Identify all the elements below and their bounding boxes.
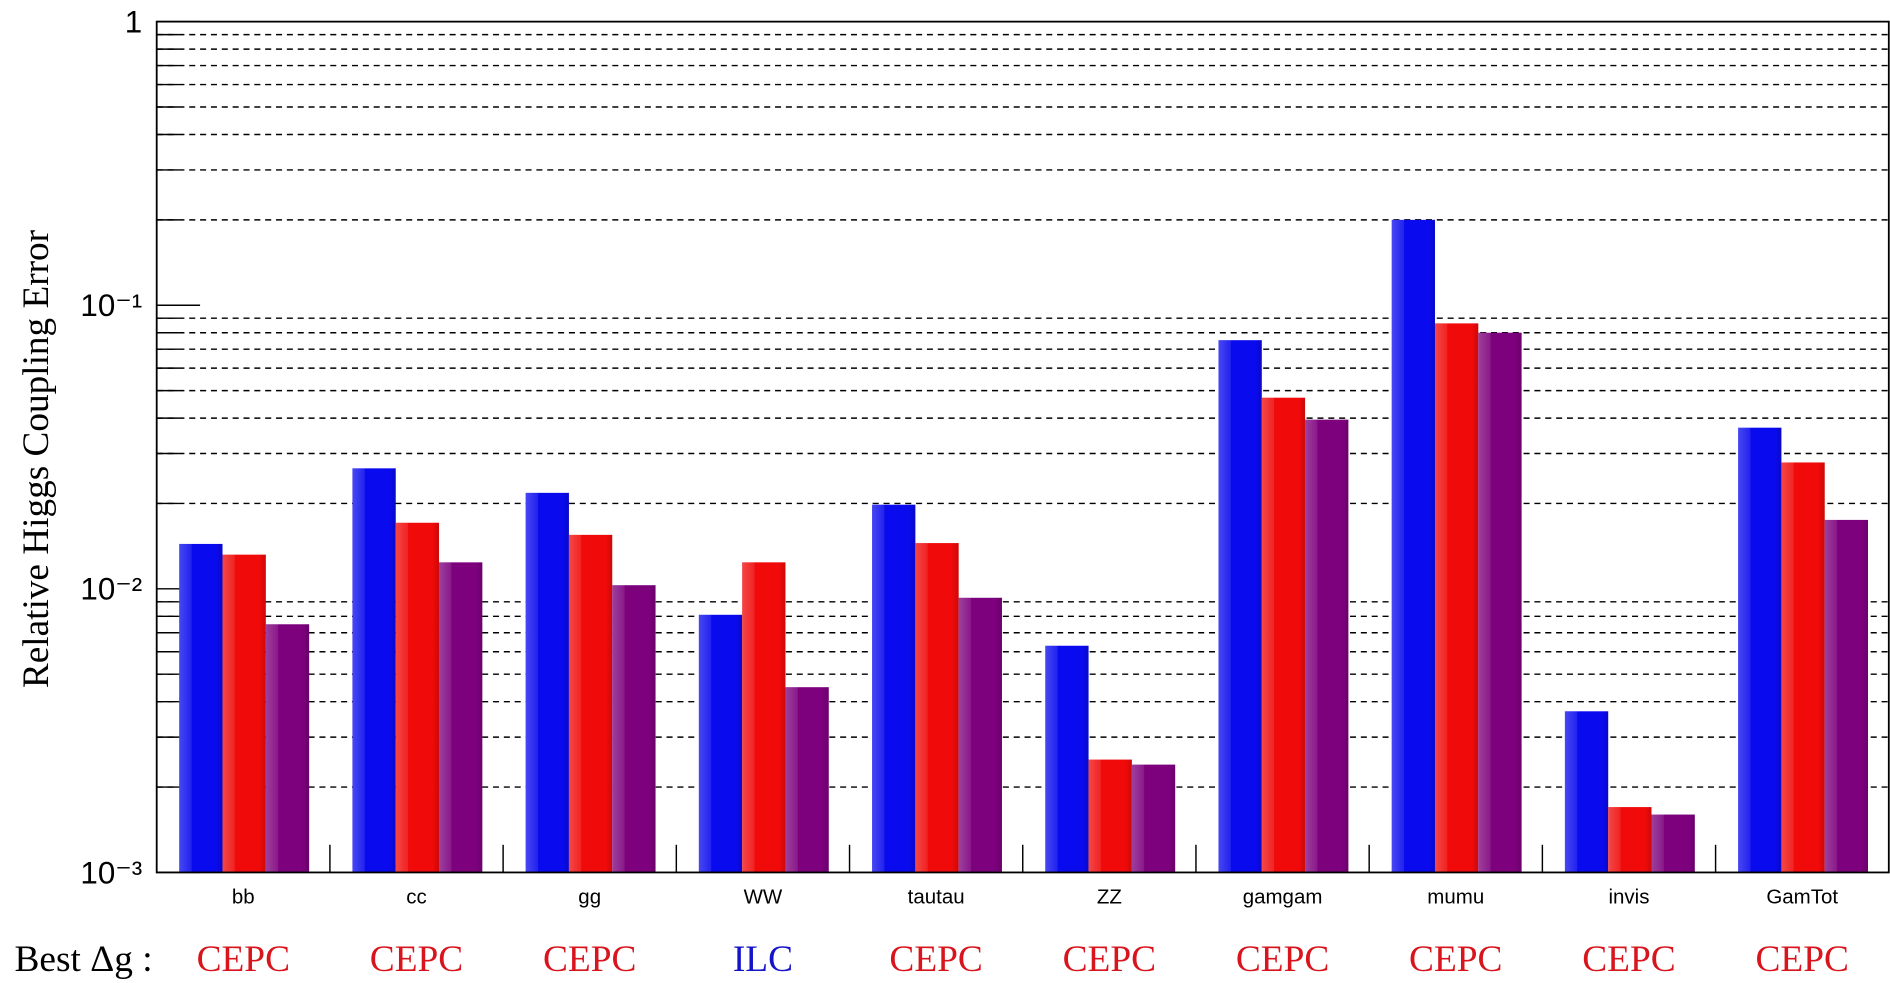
bar-shade (1261, 397, 1306, 873)
bar-shade (222, 554, 266, 873)
best-experiment: CEPC (543, 939, 636, 980)
bar-shade (698, 614, 743, 873)
bar-shade (1131, 764, 1176, 873)
bar-shade (1478, 332, 1522, 873)
best-experiment: CEPC (1755, 939, 1848, 980)
bar-shade (1218, 340, 1262, 873)
x-tick-label: cc (406, 886, 426, 909)
bar-shade (265, 624, 310, 873)
y-tick-label: 10⁻³ (80, 855, 142, 890)
bar-shade (958, 597, 1002, 873)
bar-shade (1088, 759, 1132, 873)
y-tick-label: 1 (125, 4, 142, 39)
x-tick-label: bb (232, 886, 255, 909)
bar-shade (785, 687, 829, 873)
bar-shade (439, 562, 483, 873)
best-experiment: CEPC (1409, 939, 1502, 980)
bar-shade (179, 543, 223, 873)
best-experiment: CEPC (889, 939, 982, 980)
best-experiment: CEPC (1582, 939, 1675, 980)
x-tick-label: gg (578, 886, 601, 909)
bar-shade (742, 562, 786, 873)
x-tick-label: tautau (908, 886, 965, 909)
bar-shade (612, 585, 656, 873)
bar-shade (1305, 419, 1349, 873)
bar-shade (1608, 807, 1652, 873)
x-tick-label: mumu (1427, 886, 1484, 909)
bar-shade (872, 504, 916, 873)
x-tick-label: invis (1608, 886, 1649, 909)
bar-shade (568, 534, 613, 873)
bar-shade (352, 468, 396, 873)
bar-shade (1045, 645, 1089, 873)
bar-shade (1781, 462, 1825, 873)
bar-shade (1824, 519, 1869, 873)
best-experiment: CEPC (197, 939, 290, 980)
best-experiment: CEPC (370, 939, 463, 980)
x-tick-label: ZZ (1097, 886, 1122, 909)
bar-shade (1564, 711, 1609, 873)
bar-shade (1391, 219, 1435, 873)
y-tick-label: 10⁻¹ (80, 288, 142, 323)
best-experiment: CEPC (1236, 939, 1329, 980)
best-experiment: CEPC (1063, 939, 1156, 980)
best-experiment: ILC (733, 939, 793, 980)
x-tick-label: gamgam (1243, 886, 1323, 909)
bar-shade (1738, 427, 1782, 873)
bar-shade (915, 543, 959, 873)
x-tick-label: GamTot (1766, 886, 1838, 909)
y-axis-title: Relative Higgs Coupling Error (16, 229, 57, 688)
x-tick-label: WW (744, 886, 783, 909)
bar-shade (395, 522, 440, 873)
plot-frame (155, 20, 1890, 874)
bar-shade (1434, 323, 1479, 873)
bar-shade (525, 492, 569, 873)
bar-shade (1651, 814, 1695, 873)
best-label: Best Δg : (14, 939, 152, 980)
y-tick-label: 10⁻² (80, 572, 142, 607)
